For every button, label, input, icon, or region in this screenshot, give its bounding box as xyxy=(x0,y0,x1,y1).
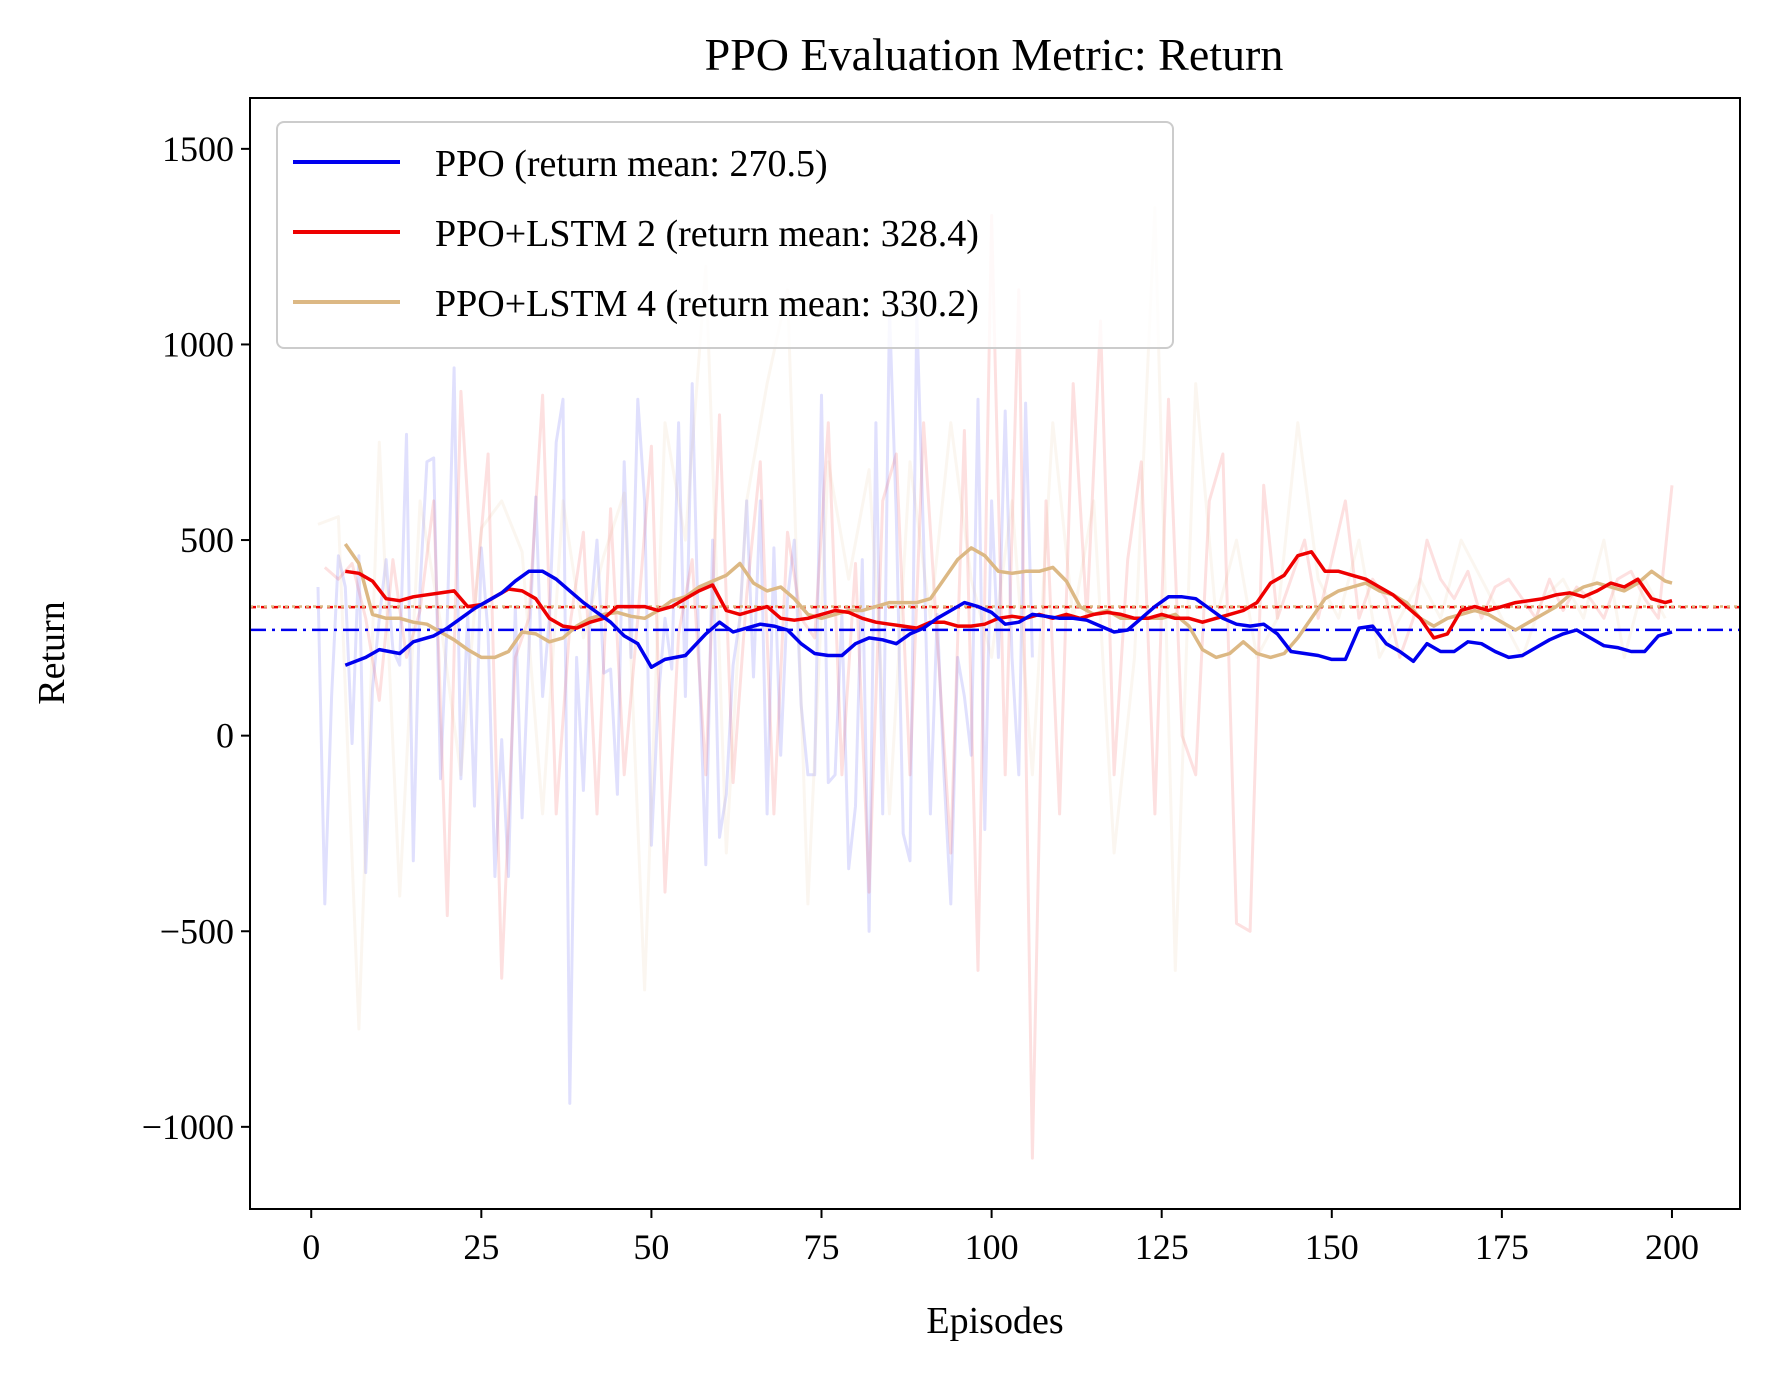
x-tick-label: 50 xyxy=(633,1227,669,1267)
legend-label-lstm2: PPO+LSTM 2 (return mean: 328.4) xyxy=(435,213,979,255)
chart-title: PPO Evaluation Metric: Return xyxy=(705,29,1284,80)
raw-series-layer xyxy=(316,206,1674,1160)
y-tick-label: 1000 xyxy=(162,324,234,364)
x-tick-label: 0 xyxy=(302,1227,320,1267)
x-tick-label: 200 xyxy=(1645,1227,1699,1267)
x-tick-label: 100 xyxy=(965,1227,1019,1267)
x-tick-label: 175 xyxy=(1475,1227,1529,1267)
raw-line-ppo xyxy=(316,307,1034,1105)
raw-line-lstm4 xyxy=(317,206,1667,1031)
smoothed-line-lstm2 xyxy=(345,550,1673,640)
x-tick-label: 125 xyxy=(1135,1227,1189,1267)
plot-frame xyxy=(249,97,1741,1210)
x-tick-label: 25 xyxy=(463,1227,499,1267)
legend-box xyxy=(276,121,1174,349)
y-tick-label: −500 xyxy=(160,911,234,951)
mean-lines-layer xyxy=(250,605,1740,632)
x-tick-label: 75 xyxy=(804,1227,840,1267)
y-axis-label: Return xyxy=(31,601,73,704)
legend: PPO (return mean: 270.5) PPO+LSTM 2 (ret… xyxy=(276,121,1174,349)
y-tick-label: 500 xyxy=(180,520,234,560)
y-axis-ticks: −1000 −500 0 500 1000 1500 xyxy=(142,129,250,1147)
y-tick-label: −1000 xyxy=(142,1107,234,1147)
x-axis-label: Episodes xyxy=(926,1300,1063,1342)
smoothed-line-ppo xyxy=(344,569,1673,669)
legend-label-ppo: PPO (return mean: 270.5) xyxy=(435,143,828,185)
y-tick-label: 1500 xyxy=(162,129,234,169)
y-tick-label: 0 xyxy=(216,716,234,756)
x-tick-label: 150 xyxy=(1305,1227,1359,1267)
x-axis-ticks: 0 25 50 75 100 125 150 175 200 xyxy=(302,1209,1699,1267)
smoothed-series-layer xyxy=(343,542,1673,669)
raw-line-lstm2 xyxy=(323,213,1674,1160)
legend-label-lstm4: PPO+LSTM 4 (return mean: 330.2) xyxy=(435,283,979,325)
